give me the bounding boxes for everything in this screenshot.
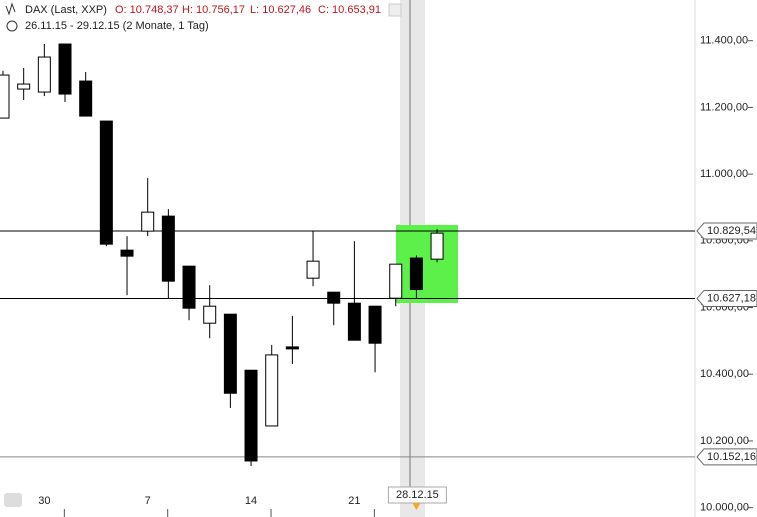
candle-body <box>120 249 134 257</box>
candle-body <box>17 83 31 90</box>
x-tick-label: 14 <box>245 495 257 507</box>
chart-subtitle: 26.11.15 - 29.12.15 (2 Monate, 1 Tag) <box>25 20 209 32</box>
candle-body <box>37 56 51 93</box>
main-layer: 11.400,0011.200,0011.000,0010.800,0010.6… <box>0 35 757 514</box>
candle-body <box>327 291 341 304</box>
candle-body <box>389 263 403 299</box>
candle-body <box>182 265 196 309</box>
chart-icon <box>5 2 16 16</box>
candle-body <box>203 305 217 324</box>
candle-body <box>285 346 299 350</box>
candle-body <box>306 260 320 279</box>
cursor-label-pointer <box>412 503 421 510</box>
level-tag <box>696 289 757 307</box>
clock-icon <box>6 20 18 32</box>
level-label: 10.152,16 <box>707 451 756 463</box>
ohlc-close: C: 10.653,91 <box>318 4 381 16</box>
header-bg <box>0 0 400 34</box>
y-tick-label: 10.000,00 <box>700 502 749 514</box>
menu-icon[interactable] <box>4 493 22 507</box>
candle-body <box>99 120 113 245</box>
settings-icon[interactable] <box>388 3 402 17</box>
candle-body <box>347 302 361 341</box>
header: DAX (Last, XXP) O: 10.748,37 H: 10.756,1… <box>0 0 402 34</box>
candle-body <box>368 305 382 344</box>
y-tick-label: 10.200,00 <box>700 435 749 447</box>
y-tick-label: 10.400,00 <box>700 368 749 380</box>
candle-body <box>430 232 444 260</box>
candle-body <box>0 74 10 119</box>
candle-body <box>161 215 175 282</box>
y-tick-label: 11.400,00 <box>700 35 748 47</box>
ohlc-open: O: 10.748,37 <box>115 4 179 16</box>
y-tick-label: 11.000,00 <box>700 168 748 180</box>
chart-title: DAX (Last, XXP) <box>25 4 107 16</box>
candle-body <box>141 211 155 232</box>
candle-body <box>244 369 258 462</box>
candle-body <box>265 354 279 427</box>
x-tick-label: 7 <box>145 495 151 507</box>
ohlc-high: H: 10.756,17 <box>182 4 245 16</box>
x-tick-label: 30 <box>38 495 50 507</box>
candle-body <box>409 257 423 291</box>
candle-body <box>58 43 72 95</box>
level-tag <box>696 222 757 240</box>
candle-body <box>79 80 93 117</box>
level-tag <box>696 448 757 466</box>
candle-body <box>223 313 237 394</box>
cursor-label: 28.12.15 <box>396 489 439 501</box>
level-label: 10.627,18 <box>707 292 756 304</box>
level-label: 10.829,54 <box>707 225 756 237</box>
y-tick-label: 11.200,00 <box>700 101 748 113</box>
highlight-box <box>396 225 458 303</box>
x-tick-label: 21 <box>348 495 360 507</box>
ohlc-low: L: 10.627,46 <box>250 4 311 16</box>
